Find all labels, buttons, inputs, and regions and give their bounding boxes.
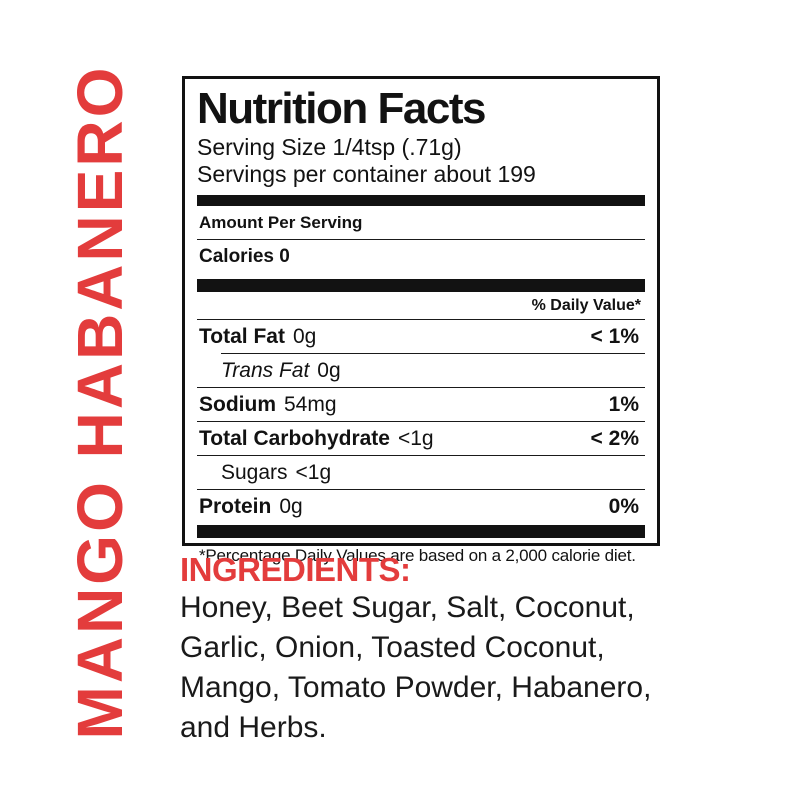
servings-per-container: Servings per container about 199: [197, 161, 536, 187]
daily-value-header: % Daily Value*: [531, 297, 641, 314]
nutrient-daily-value: 1%: [608, 393, 639, 416]
nutrient-row: Sodium 54mg 1%: [197, 388, 645, 421]
nutrient-amount: <1g: [295, 461, 332, 484]
nutrient-name: Sugars: [221, 461, 288, 484]
nutrition-facts-panel: Nutrition Facts Serving Size 1/4tsp (.71…: [182, 76, 660, 565]
nutrient-row: Total Carbohydrate <1g < 2%: [197, 422, 645, 455]
nutrient-daily-value: 0%: [608, 495, 639, 518]
nutrient-name: Total Carbohydrate: [199, 427, 390, 450]
row-separator: [197, 455, 645, 456]
ingredients-line: and Herbs.: [180, 711, 327, 744]
nutrient-rows: Total Fat 0g < 1% Trans Fat 0g Sodium 54mg …: [197, 319, 645, 523]
nutrient-amount: 0g: [317, 359, 341, 382]
nutrient-name: Trans Fat: [221, 359, 310, 382]
ingredients-line: Mango, Tomato Powder, Habanero,: [180, 671, 652, 704]
nutrient-name: Sodium: [199, 393, 276, 416]
nutrient-daily-value: < 2%: [590, 427, 639, 450]
divider-thick-bottom: [197, 525, 645, 538]
calories-row: Calories 0: [199, 246, 290, 267]
nutrient-amount: 0g: [279, 495, 303, 518]
divider-thick-top: [197, 195, 645, 206]
divider-thick-mid: [197, 279, 645, 292]
nutrition-facts-title: Nutrition Facts: [197, 84, 486, 133]
product-name-vertical: MANGO HABANERO: [64, 64, 136, 740]
ingredients-heading: INGREDIENTS:: [180, 551, 411, 588]
divider-hairline: [197, 239, 645, 240]
ingredients-line: Garlic, Onion, Toasted Coconut,: [180, 631, 605, 664]
nutrient-row: Total Fat 0g < 1%: [197, 320, 645, 353]
row-separator: [221, 353, 645, 354]
daily-value-footnote: *Percentage Daily Values are based on a …: [199, 546, 636, 565]
nutrient-daily-value: < 1%: [590, 325, 639, 348]
ingredients-line: Honey, Beet Sugar, Salt, Coconut,: [180, 591, 635, 624]
row-separator: [197, 319, 645, 320]
ingredients-list: Honey, Beet Sugar, Salt, Coconut, Garlic,…: [180, 588, 700, 748]
row-separator: [197, 387, 645, 388]
nutrient-row: Protein 0g 0%: [197, 490, 645, 523]
row-separator: [197, 489, 645, 490]
row-separator: [197, 421, 645, 422]
serving-size: Serving Size 1/4tsp (.71g): [197, 134, 462, 160]
nutrient-amount: 0g: [292, 325, 317, 348]
ingredients-section: INGREDIENTS: Honey, Beet Sugar, Salt, Co…: [180, 552, 700, 748]
nutrient-name: Protein: [199, 495, 272, 518]
nutrient-amount: 54mg: [284, 393, 337, 416]
nutrient-row: Sugars <1g: [197, 456, 645, 489]
amount-per-serving-label: Amount Per Serving: [199, 213, 363, 232]
nutrient-amount: <1g: [397, 427, 434, 450]
nutrient-row: Trans Fat 0g: [197, 354, 645, 387]
nutrient-name: Total Fat: [199, 325, 285, 348]
